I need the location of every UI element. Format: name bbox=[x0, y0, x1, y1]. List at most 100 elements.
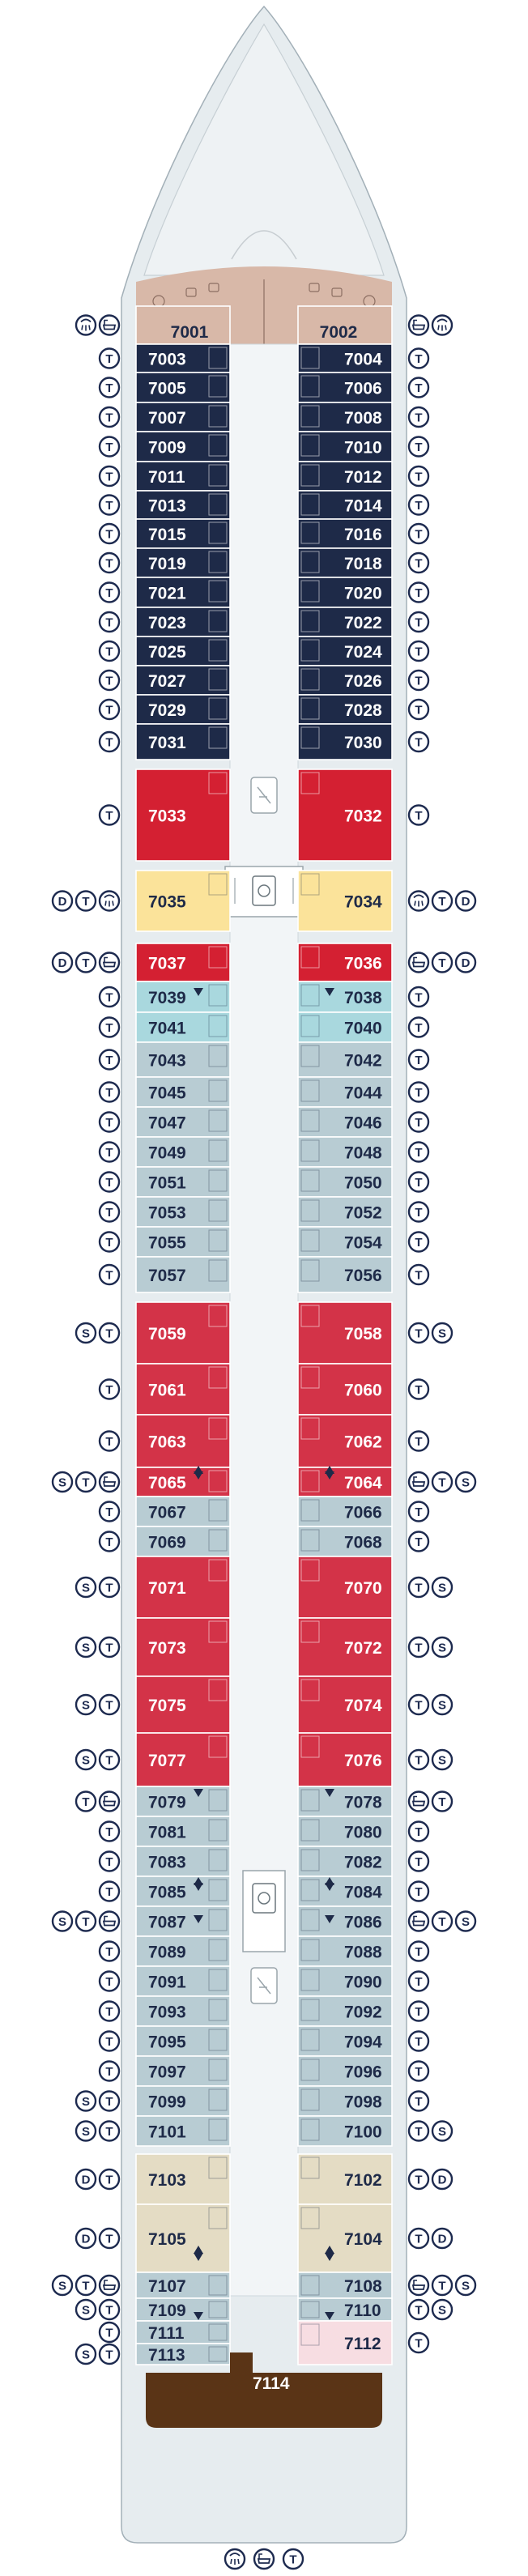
cabin-7008[interactable]: 7008 bbox=[297, 402, 393, 432]
cabin-7103[interactable]: 7103 bbox=[135, 2153, 231, 2205]
cabin-7032[interactable]: 7032 bbox=[297, 769, 393, 862]
cabin-7002[interactable]: 7002 bbox=[297, 305, 393, 345]
cabin-7033[interactable]: 7033 bbox=[135, 769, 231, 862]
cabin-7066[interactable]: 7066 bbox=[297, 1496, 393, 1527]
cabin-7022[interactable]: 7022 bbox=[297, 607, 393, 637]
cabin-7024[interactable]: 7024 bbox=[297, 636, 393, 666]
cabin-7091[interactable]: 7091 bbox=[135, 1965, 231, 1997]
cabin-7094[interactable]: 7094 bbox=[297, 2025, 393, 2057]
cabin-7007[interactable]: 7007 bbox=[135, 402, 231, 432]
cabin-7057[interactable]: 7057 bbox=[135, 1256, 231, 1293]
cabin-7068[interactable]: 7068 bbox=[297, 1526, 393, 1557]
cabin-7113[interactable]: 7113 bbox=[135, 2343, 231, 2365]
cabin-7018[interactable]: 7018 bbox=[297, 547, 393, 578]
cabin-7102[interactable]: 7102 bbox=[297, 2153, 393, 2205]
cabin-7039[interactable]: 7039 bbox=[135, 981, 231, 1013]
cabin-7047[interactable]: 7047 bbox=[135, 1106, 231, 1138]
cabin-7009[interactable]: 7009 bbox=[135, 431, 231, 462]
cabin-7046[interactable]: 7046 bbox=[297, 1106, 393, 1138]
cabin-7005[interactable]: 7005 bbox=[135, 372, 231, 403]
cabin-7034[interactable]: 7034 bbox=[297, 870, 393, 932]
cabin-7043[interactable]: 7043 bbox=[135, 1041, 231, 1078]
cabin-7031[interactable]: 7031 bbox=[135, 723, 231, 760]
cabin-7042[interactable]: 7042 bbox=[297, 1041, 393, 1078]
cabin-7010[interactable]: 7010 bbox=[297, 431, 393, 462]
cabin-7026[interactable]: 7026 bbox=[297, 665, 393, 696]
cabin-7073[interactable]: 7073 bbox=[135, 1617, 231, 1677]
cabin-7065[interactable]: 7065 bbox=[135, 1467, 231, 1497]
cabin-7048[interactable]: 7048 bbox=[297, 1136, 393, 1168]
cabin-7054[interactable]: 7054 bbox=[297, 1226, 393, 1258]
cabin-7015[interactable]: 7015 bbox=[135, 518, 231, 549]
cabin-7074[interactable]: 7074 bbox=[297, 1675, 393, 1734]
cabin-7078[interactable]: 7078 bbox=[297, 1786, 393, 1817]
cabin-7105[interactable]: 7105 bbox=[135, 2203, 231, 2273]
cabin-7090[interactable]: 7090 bbox=[297, 1965, 393, 1997]
cabin-7092[interactable]: 7092 bbox=[297, 1995, 393, 2027]
cabin-7087[interactable]: 7087 bbox=[135, 1905, 231, 1937]
cabin-7056[interactable]: 7056 bbox=[297, 1256, 393, 1293]
cabin-7040[interactable]: 7040 bbox=[297, 1011, 393, 1043]
cabin-7064[interactable]: 7064 bbox=[297, 1467, 393, 1497]
cabin-7036[interactable]: 7036 bbox=[297, 943, 393, 982]
cabin-7050[interactable]: 7050 bbox=[297, 1166, 393, 1198]
cabin-7003[interactable]: 7003 bbox=[135, 343, 231, 373]
cabin-7025[interactable]: 7025 bbox=[135, 636, 231, 666]
cabin-7104[interactable]: 7104 bbox=[297, 2203, 393, 2273]
cabin-7110[interactable]: 7110 bbox=[297, 2297, 393, 2322]
cabin-7023[interactable]: 7023 bbox=[135, 607, 231, 637]
cabin-7079[interactable]: 7079 bbox=[135, 1786, 231, 1817]
cabin-7044[interactable]: 7044 bbox=[297, 1076, 393, 1108]
cabin-7070[interactable]: 7070 bbox=[297, 1556, 393, 1619]
cabin-7058[interactable]: 7058 bbox=[297, 1301, 393, 1365]
cabin-7059[interactable]: 7059 bbox=[135, 1301, 231, 1365]
cabin-7075[interactable]: 7075 bbox=[135, 1675, 231, 1734]
cabin-7076[interactable]: 7076 bbox=[297, 1732, 393, 1787]
cabin-7095[interactable]: 7095 bbox=[135, 2025, 231, 2057]
cabin-7077[interactable]: 7077 bbox=[135, 1732, 231, 1787]
cabin-7112[interactable]: 7112 bbox=[297, 2320, 393, 2365]
cabin-7004[interactable]: 7004 bbox=[297, 343, 393, 373]
cabin-7082[interactable]: 7082 bbox=[297, 1846, 393, 1877]
cabin-7019[interactable]: 7019 bbox=[135, 547, 231, 578]
cabin-7030[interactable]: 7030 bbox=[297, 723, 393, 760]
cabin-7012[interactable]: 7012 bbox=[297, 461, 393, 492]
cabin-7109[interactable]: 7109 bbox=[135, 2297, 231, 2322]
cabin-7027[interactable]: 7027 bbox=[135, 665, 231, 696]
cabin-7071[interactable]: 7071 bbox=[135, 1556, 231, 1619]
cabin-7097[interactable]: 7097 bbox=[135, 2055, 231, 2087]
cabin-7013[interactable]: 7013 bbox=[135, 490, 231, 520]
cabin-7098[interactable]: 7098 bbox=[297, 2085, 393, 2117]
cabin-7020[interactable]: 7020 bbox=[297, 577, 393, 608]
cabin-7041[interactable]: 7041 bbox=[135, 1011, 231, 1043]
cabin-7028[interactable]: 7028 bbox=[297, 694, 393, 725]
cabin-7108[interactable]: 7108 bbox=[297, 2272, 393, 2299]
cabin-7093[interactable]: 7093 bbox=[135, 1995, 231, 2027]
cabin-7089[interactable]: 7089 bbox=[135, 1935, 231, 1967]
cabin-7053[interactable]: 7053 bbox=[135, 1196, 231, 1228]
cabin-7063[interactable]: 7063 bbox=[135, 1414, 231, 1468]
cabin-7085[interactable]: 7085 bbox=[135, 1876, 231, 1907]
cabin-7052[interactable]: 7052 bbox=[297, 1196, 393, 1228]
cabin-7062[interactable]: 7062 bbox=[297, 1414, 393, 1468]
cabin-7080[interactable]: 7080 bbox=[297, 1816, 393, 1847]
cabin-7100[interactable]: 7100 bbox=[297, 2115, 393, 2147]
cabin-7011[interactable]: 7011 bbox=[135, 461, 231, 492]
cabin-7072[interactable]: 7072 bbox=[297, 1617, 393, 1677]
cabin-7006[interactable]: 7006 bbox=[297, 372, 393, 403]
cabin-7045[interactable]: 7045 bbox=[135, 1076, 231, 1108]
cabin-7055[interactable]: 7055 bbox=[135, 1226, 231, 1258]
cabin-7084[interactable]: 7084 bbox=[297, 1876, 393, 1907]
cabin-7099[interactable]: 7099 bbox=[135, 2085, 231, 2117]
cabin-7029[interactable]: 7029 bbox=[135, 694, 231, 725]
cabin-7021[interactable]: 7021 bbox=[135, 577, 231, 608]
cabin-7016[interactable]: 7016 bbox=[297, 518, 393, 549]
cabin-7069[interactable]: 7069 bbox=[135, 1526, 231, 1557]
cabin-7051[interactable]: 7051 bbox=[135, 1166, 231, 1198]
cabin-7049[interactable]: 7049 bbox=[135, 1136, 231, 1168]
cabin-7083[interactable]: 7083 bbox=[135, 1846, 231, 1877]
cabin-7086[interactable]: 7086 bbox=[297, 1905, 393, 1937]
cabin-7114[interactable]: 7114 bbox=[146, 2352, 382, 2428]
cabin-7111[interactable]: 7111 bbox=[135, 2320, 231, 2344]
cabin-7088[interactable]: 7088 bbox=[297, 1935, 393, 1967]
